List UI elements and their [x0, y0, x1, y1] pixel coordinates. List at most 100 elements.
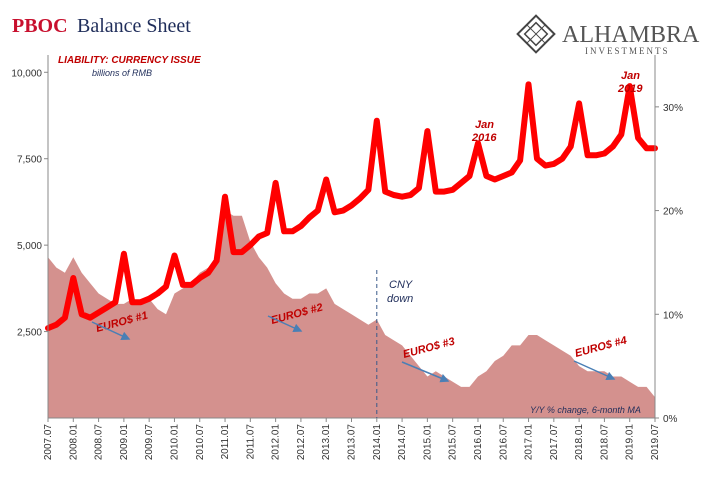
liability-point	[106, 306, 108, 308]
title-bold: PBOC	[12, 15, 68, 37]
yoy-area	[48, 210, 655, 418]
liability-point	[502, 175, 504, 177]
liability-point	[443, 191, 445, 193]
liability-point	[131, 301, 133, 303]
liability-point	[620, 134, 622, 135]
liability-point	[317, 210, 319, 212]
left-tick-label: 10,000	[11, 68, 42, 79]
x-tick-label: 2018.07	[599, 424, 610, 461]
liability-point	[595, 154, 597, 156]
logo-diamond-icon	[516, 14, 556, 54]
logo-name: ALHAMBRA	[562, 22, 700, 48]
liability-point	[266, 232, 268, 234]
liability-point	[165, 286, 167, 288]
plot-area: 2,500 5,000 7,500 10,000 0% 10% 20% 30% 2007.07 2…	[11, 55, 683, 460]
liability-point	[55, 324, 57, 326]
right-tick-label: 20%	[663, 207, 683, 218]
right-tick-label: 0%	[663, 414, 678, 425]
liability-point	[612, 146, 614, 148]
x-tick-label: 2012.07	[296, 424, 307, 461]
x-tick-label: 2013.01	[321, 424, 332, 461]
x-tick-label: 2016.07	[498, 424, 509, 461]
title-rest: Balance Sheet	[77, 15, 191, 37]
liability-line	[45, 81, 658, 332]
x-tick-label: 2015.07	[448, 424, 459, 461]
liability-point	[140, 301, 142, 303]
liability-point	[637, 137, 639, 139]
liability-point	[519, 159, 521, 161]
liability-point	[216, 260, 218, 262]
x-tick-label: 2016.01	[473, 424, 484, 461]
liability-point	[393, 194, 395, 196]
liability-point	[384, 191, 386, 193]
euro4-label: EURO$ #4	[574, 335, 628, 360]
liability-point	[435, 191, 437, 193]
liability-point	[207, 272, 209, 274]
liability-point	[123, 253, 125, 255]
liability-point	[148, 298, 150, 300]
liability-point	[477, 142, 479, 144]
liability-label: LIABILITY: CURRENCY ISSUE	[58, 55, 201, 66]
yoy-label: Y/Y % change, 6-month MA	[530, 405, 641, 415]
liability-point	[190, 284, 192, 286]
left-tick-label: 5,000	[17, 241, 42, 252]
x-tick-label: 2007.07	[43, 424, 54, 461]
liability-point	[629, 85, 631, 87]
liability-point	[460, 182, 462, 184]
left-tick-label: 2,500	[17, 328, 42, 339]
liability-point	[561, 158, 563, 160]
liability-point	[325, 179, 327, 180]
liability-point	[157, 293, 159, 294]
jan2019-label-1: Jan	[621, 70, 640, 82]
x-tick-label: 2011.07	[245, 424, 256, 460]
jan2016-label-1: Jan	[475, 119, 494, 131]
liability-point	[258, 236, 260, 237]
liability-point	[603, 153, 605, 154]
x-tick-label: 2017.07	[549, 424, 560, 461]
liability-point	[199, 277, 201, 279]
liability-point	[275, 182, 277, 184]
liability-point	[494, 179, 496, 180]
x-tick-label: 2012.01	[271, 424, 282, 461]
jan2016-label-2: 2016	[471, 132, 497, 144]
x-tick-label: 2008.01	[68, 424, 79, 461]
liability-point	[89, 317, 91, 319]
right-tick-label: 30%	[663, 103, 683, 114]
liability-point	[426, 130, 428, 132]
cny-label-2: down	[387, 293, 413, 305]
liability-point	[376, 120, 378, 122]
liability-point	[410, 194, 411, 196]
liability-point	[553, 163, 555, 165]
x-tick-label: 2011.01	[220, 424, 231, 460]
liability-point	[81, 313, 83, 315]
x-tick-label: 2017.01	[524, 424, 535, 461]
liability-point	[300, 225, 302, 227]
liability-point	[452, 189, 454, 191]
liability-line-layer	[45, 81, 658, 332]
x-tick-label: 2010.07	[195, 424, 206, 461]
liability-point	[241, 251, 243, 253]
euro3-label: EURO$ #3	[402, 336, 456, 361]
liability-point	[401, 196, 403, 198]
liability-point	[485, 175, 487, 177]
x-tick-label: 2009.07	[144, 424, 155, 461]
liability-point	[367, 189, 369, 191]
x-tick-label: 2019.07	[650, 424, 661, 461]
liability-point	[182, 284, 184, 286]
x-tick-label: 2018.01	[574, 424, 585, 461]
liability-point	[544, 165, 546, 167]
liability-point	[469, 175, 470, 177]
units-label: billions of RMB	[92, 68, 152, 78]
cny-label-1: CNY	[389, 279, 413, 291]
liability-point	[233, 251, 234, 253]
axis-layer: 2,500 5,000 7,500 10,000 0% 10% 20% 30% 2007.07 2…	[11, 55, 683, 460]
chart-title: PBOC Balance Sheet	[12, 15, 191, 37]
liability-point	[528, 83, 529, 85]
logo-sub: INVESTMENTS	[585, 46, 670, 56]
euro4-arrow	[573, 360, 616, 381]
x-tick-label: 2015.01	[422, 424, 433, 461]
x-tick-label: 2019.01	[625, 424, 636, 461]
liability-point	[334, 211, 336, 213]
liability-point	[587, 154, 589, 156]
